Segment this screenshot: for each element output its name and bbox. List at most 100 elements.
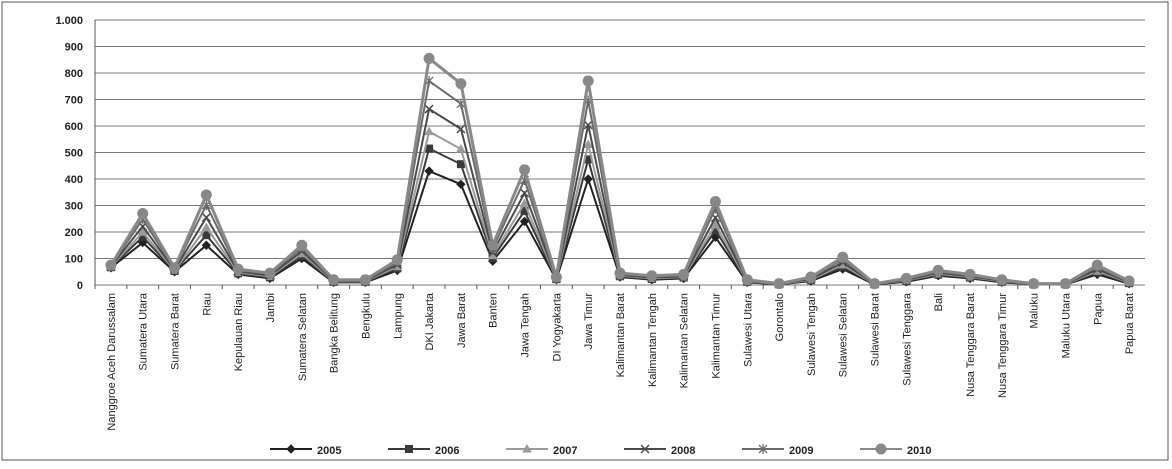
y-tick-label: 400 <box>65 174 83 186</box>
x-tick-label: Banten <box>488 293 500 328</box>
x-tick-label: Sulawesi Utara <box>742 292 754 367</box>
x-tick-label: Maluku <box>1029 293 1041 328</box>
x-tick-label: Bengkulu <box>360 293 372 339</box>
x-tick-label: Nusa Tenggara Barat <box>965 293 977 397</box>
point <box>550 271 562 283</box>
x-tick-label: Maluku Utara <box>1060 292 1072 358</box>
x-tick-label: Kepulauan Riau <box>233 293 245 371</box>
point <box>996 274 1008 286</box>
point <box>1028 278 1040 290</box>
point <box>583 139 594 149</box>
x-tick-label: Nanggroe Aceh Darussalam <box>106 293 118 431</box>
legend-label: 2006 <box>435 445 459 457</box>
point <box>456 179 466 190</box>
legend-label: 2010 <box>907 445 931 457</box>
y-tick-label: 300 <box>65 201 83 213</box>
point <box>964 268 976 280</box>
point <box>614 267 626 279</box>
point <box>1123 275 1135 287</box>
x-tick-label: Kalimantan Selatan <box>679 293 691 388</box>
point <box>519 198 530 207</box>
x-tick-label: Bangka Belitung <box>329 293 341 373</box>
legend-marker <box>758 444 768 454</box>
point <box>869 278 881 290</box>
legend-label: 2007 <box>553 445 577 457</box>
point <box>837 251 849 263</box>
chart-frame <box>1 1 1169 461</box>
point <box>202 231 211 240</box>
legend-label: 2005 <box>317 445 341 457</box>
x-tick-label: Jawa Timur <box>583 293 595 350</box>
x-tick-label: Kalimantan Tengah <box>647 293 659 387</box>
x-tick-label: Riau <box>201 293 213 316</box>
legend-marker <box>522 443 532 453</box>
y-tick-label: 600 <box>65 121 83 133</box>
point <box>1091 259 1103 271</box>
point <box>201 222 212 231</box>
point <box>200 189 212 201</box>
x-tick-label: Sumatera Barat <box>170 293 182 370</box>
y-tick-label: 700 <box>65 95 83 107</box>
point <box>424 126 434 136</box>
x-tick-label: DI Yogyakarta <box>551 292 563 361</box>
y-tick-label: 200 <box>65 227 83 239</box>
legend-label: 2009 <box>789 445 813 457</box>
point <box>773 278 785 290</box>
point <box>519 216 530 227</box>
point <box>296 239 308 251</box>
point <box>424 166 434 176</box>
x-tick-label: Lampung <box>392 293 404 339</box>
point <box>359 274 371 286</box>
point <box>201 212 211 222</box>
x-tick-label: Jambi <box>265 293 277 322</box>
point <box>137 227 148 236</box>
x-tick-label: Sulawesi Tenggara <box>901 292 913 386</box>
point <box>105 259 117 271</box>
point <box>328 274 340 286</box>
legend-marker <box>640 444 650 454</box>
x-tick-label: Sumatera Utara <box>138 292 150 371</box>
x-tick-label: Sulawesi Selatan <box>838 293 850 377</box>
y-tick-label: 0 <box>77 280 83 292</box>
x-tick-label: Kalimantan Barat <box>615 293 627 377</box>
x-tick-label: Nusa Tenggara Timur <box>997 293 1009 398</box>
point <box>201 240 212 250</box>
series <box>105 52 1135 290</box>
legend-label: 2008 <box>671 445 695 457</box>
point <box>264 267 276 279</box>
point <box>487 239 499 251</box>
point <box>456 144 466 153</box>
y-tick-label: 1.000 <box>55 15 83 27</box>
legend-marker <box>286 444 296 454</box>
point <box>232 263 244 275</box>
point <box>741 274 753 286</box>
x-tick-label: Jawa Barat <box>456 293 468 348</box>
x-tick-label: Kalimantan Timur <box>710 293 722 379</box>
point <box>583 174 593 184</box>
point <box>424 104 434 114</box>
x-tick-label: Papua Barat <box>1124 293 1136 354</box>
x-tick-label: Sulawesi Tengah <box>806 293 818 376</box>
point <box>456 160 465 169</box>
legend-marker <box>405 445 413 453</box>
y-tick-label: 500 <box>65 148 83 160</box>
x-tick-label: Papua <box>1092 292 1104 325</box>
point <box>519 164 531 176</box>
point <box>423 52 435 64</box>
point <box>805 271 817 283</box>
point <box>582 75 594 87</box>
x-tick-label: Sulawesi Barat <box>870 293 882 366</box>
x-tick-label: Jawa Tengah <box>520 293 532 358</box>
point <box>391 254 403 266</box>
y-tick-label: 100 <box>65 254 83 266</box>
legend-marker <box>875 443 887 455</box>
point <box>710 219 721 229</box>
point <box>456 124 466 134</box>
point <box>900 272 912 284</box>
point <box>678 268 690 280</box>
point <box>455 78 467 90</box>
point <box>709 196 721 208</box>
y-tick-label: 900 <box>65 42 83 54</box>
x-tick-label: DKI Jakarta <box>424 292 436 350</box>
point <box>646 270 658 282</box>
